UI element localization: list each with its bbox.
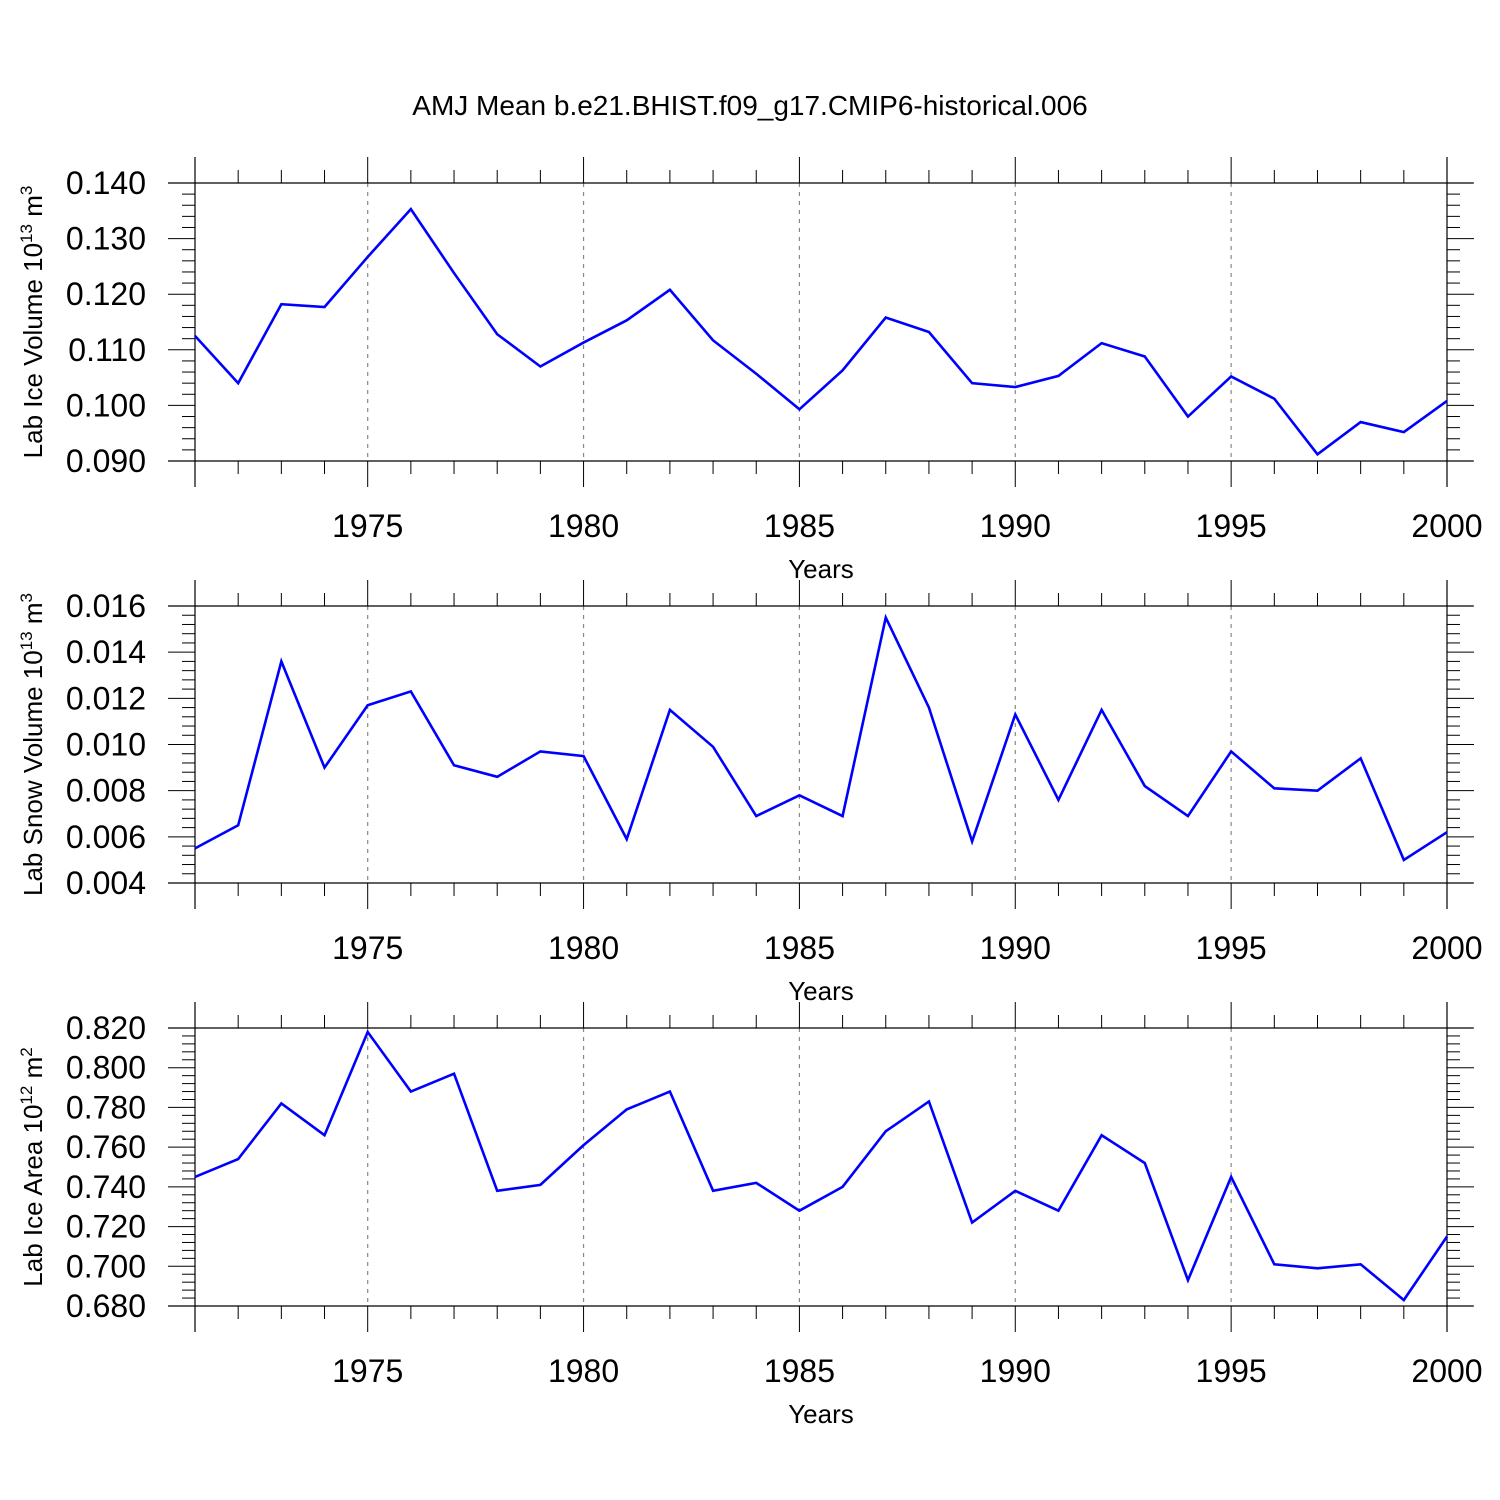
y-axis-title-text: Lab Ice Volume 10 [18, 243, 48, 458]
y-tick-label: 0.820 [66, 1010, 146, 1046]
x-tick-label: 1985 [764, 930, 835, 966]
chart-panel-2: 1975 1980 1985 1990 1995 2000 0.004 0.006 0.008 0… [17, 580, 1483, 1006]
y-tick-label: 0.740 [66, 1169, 146, 1205]
y-tick-label: 0.140 [66, 165, 146, 201]
data-series-line [194, 613, 1448, 862]
figure-title: AMJ Mean b.e21.BHIST.f09_g17.CMIP6-histo… [412, 90, 1088, 121]
x-tick-label: 2000 [1411, 930, 1482, 966]
y-axis-title-text: Lab Snow Volume 10 [18, 650, 48, 896]
y-axis-title-unit: m [18, 602, 48, 631]
x-axis-title: Years [788, 554, 854, 584]
chart-panel-1: 1975 1980 1985 1990 1995 2000 0.090 0.100 0.110 0… [17, 157, 1483, 584]
y-axis-title-text: Lab Ice Area 10 [18, 1105, 48, 1287]
x-tick-label: 1980 [548, 930, 619, 966]
y-tick-label: 0.014 [66, 634, 146, 670]
y-axis-title: Lab Snow Volume 1013 m3 [17, 593, 48, 896]
data-series-line [194, 207, 1448, 457]
x-tick-label: 1975 [332, 1353, 403, 1389]
x-tick-label: 1980 [548, 1353, 619, 1389]
y-axis-title-unit: m [18, 195, 48, 224]
y-tick-label: 0.008 [66, 773, 146, 809]
y-tick-label: 0.006 [66, 819, 146, 855]
x-tick-label: 1985 [764, 1353, 835, 1389]
x-tick-label: 1990 [980, 508, 1051, 544]
y-axis-title-unit: m [18, 1057, 48, 1086]
y-tick-label: 0.110 [68, 332, 146, 368]
y-axis-title-exponent: 13 [17, 224, 36, 243]
x-tick-label: 1990 [980, 1353, 1051, 1389]
y-tick-label: 0.800 [66, 1050, 146, 1086]
x-tick-label: 2000 [1411, 1353, 1482, 1389]
y-axis-title: Lab Ice Area 1012 m2 [17, 1047, 48, 1286]
y-tick-label: 0.120 [66, 276, 146, 312]
x-tick-label: 1975 [332, 930, 403, 966]
x-tick-label: 1990 [980, 930, 1051, 966]
y-tick-label: 0.130 [66, 221, 146, 257]
y-tick-label: 0.720 [66, 1209, 146, 1245]
x-tick-label: 1985 [764, 508, 835, 544]
y-axis-title: Lab Ice Volume 1013 m3 [17, 186, 48, 459]
y-tick-label: 0.100 [66, 387, 146, 423]
y-axis-title-exponent: 12 [17, 1086, 36, 1105]
y-tick-label: 0.090 [66, 443, 146, 479]
x-tick-label: 1995 [1196, 1353, 1267, 1389]
y-axis-title-unit-exponent: 2 [17, 1047, 36, 1056]
x-tick-label: 2000 [1411, 508, 1482, 544]
y-tick-label: 0.010 [66, 727, 146, 763]
x-tick-label: 1995 [1196, 930, 1267, 966]
y-tick-label: 0.780 [66, 1089, 146, 1125]
x-axis-title: Years [788, 976, 854, 1006]
y-axis-title-unit-exponent: 3 [17, 593, 36, 602]
y-tick-label: 0.760 [66, 1129, 146, 1165]
x-axis-title: Years [788, 1399, 854, 1429]
x-tick-label: 1980 [548, 508, 619, 544]
y-tick-label: 0.004 [66, 865, 146, 901]
y-axis-title-exponent: 13 [17, 631, 36, 650]
y-tick-label: 0.012 [66, 680, 146, 716]
x-tick-label: 1995 [1196, 508, 1267, 544]
y-axis-title-unit-exponent: 3 [17, 186, 36, 195]
y-tick-label: 0.700 [66, 1248, 146, 1284]
x-tick-label: 1975 [332, 508, 403, 544]
y-tick-label: 0.016 [66, 588, 146, 624]
y-tick-label: 0.680 [66, 1288, 146, 1324]
data-series-line [194, 1029, 1449, 1302]
